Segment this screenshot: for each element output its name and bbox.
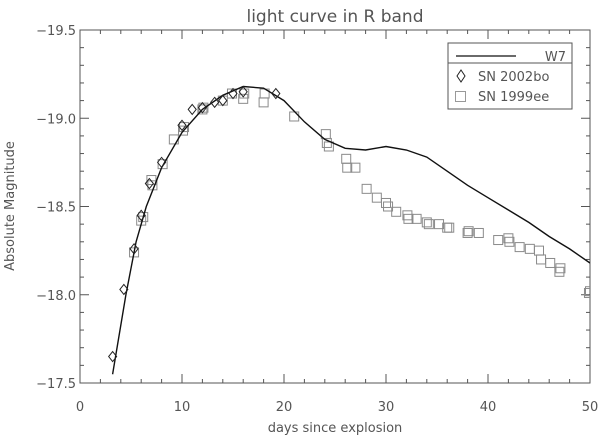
x-tick-label: 10: [174, 400, 191, 415]
sn2002bo-point: [107, 350, 118, 363]
sn1999ee-point: [585, 286, 590, 297]
sn1999ee-point: [534, 245, 544, 256]
sn1999ee-point: [434, 219, 445, 230]
sn1999ee-point: [239, 88, 250, 99]
legend-sn2002bo-label: SN 2002bo: [478, 70, 549, 85]
sn1999ee-point: [197, 104, 208, 115]
sn2002bo-point: [177, 119, 187, 132]
sn2002bo-point: [187, 103, 197, 116]
chart-title: light curve in R band: [246, 7, 423, 27]
x-tick-label: 50: [582, 400, 599, 415]
sn2002bo-point: [144, 177, 155, 190]
sn1999ee-point: [411, 213, 422, 224]
x-tick-label: 40: [480, 400, 497, 415]
x-axis-label: days since explosion: [268, 421, 403, 436]
y-tick-label: −17.5: [36, 377, 76, 392]
sn1999ee-point: [129, 247, 140, 258]
sn1999ee-point: [258, 97, 269, 108]
legend-w7-label: W7: [545, 50, 566, 65]
sn2002bo-point: [119, 283, 129, 296]
series-layer: [107, 85, 600, 375]
sn1999ee-point: [157, 159, 168, 170]
sn2002bo-point: [136, 209, 146, 222]
sn1999ee-point: [463, 226, 474, 237]
sn1999ee-point: [289, 111, 300, 122]
legend: W7 SN 2002bo SN 1999ee: [447, 42, 573, 110]
axis-ticks: [79, 29, 591, 384]
sn2002bo-point: [209, 96, 220, 109]
sn2002bo-point: [129, 243, 139, 255]
w7-model-line: [111, 85, 590, 375]
x-tick-label: 0: [76, 400, 84, 415]
sn1999ee-point: [371, 192, 382, 203]
y-tick-label: −19.5: [36, 24, 76, 39]
sn2002bo-point: [156, 156, 167, 169]
legend-sn2002bo-diamond-icon: [456, 69, 466, 83]
sn1999ee-point: [383, 201, 394, 212]
sn1999ee-point: [238, 93, 249, 104]
sn1999ee-point: [596, 299, 600, 308]
sn1999ee-point: [504, 236, 515, 247]
sn1999ee-point: [493, 235, 504, 246]
y-axis-label: Absolute Magnitude: [3, 141, 18, 271]
sn1999ee-point: [514, 242, 525, 253]
sn2002bo-point: [218, 94, 228, 107]
y-tick-label: −18.0: [36, 289, 76, 304]
sn2002bo-point: [197, 101, 208, 114]
sn1999ee-point: [462, 227, 473, 238]
sn1999ee-point: [341, 153, 352, 164]
axis-tick-labels: 0 10 20 30 40 50 −19.5 −19.0 −18.5 −18.0 −17.5: [36, 24, 598, 415]
sn1999ee-point: [350, 162, 361, 173]
sn1999ee-point: [583, 287, 590, 298]
sn1999ee-point: [545, 257, 556, 268]
sn1999ee-point: [442, 222, 453, 233]
sn1999ee-point: [555, 263, 566, 274]
sn1999ee-point: [444, 222, 455, 233]
legend-box-markers: [447, 62, 573, 110]
sn1999ee-point: [524, 243, 535, 254]
x-tick-label: 30: [378, 400, 395, 415]
sn1999ee-point: [323, 141, 334, 152]
sn1999ee-point: [473, 227, 484, 238]
sn1999ee-point: [423, 219, 434, 230]
sn1999ee-point: [342, 162, 353, 173]
y-tick-label: −18.5: [36, 201, 76, 216]
sn1999ee-point: [403, 213, 414, 224]
sn1999ee-point: [381, 197, 391, 208]
sn1999ee-point: [361, 183, 372, 194]
y-tick-label: −19.0: [36, 112, 76, 127]
sn2002bo-point: [228, 87, 238, 100]
sn1999ee-point: [146, 175, 157, 186]
sn2002bo-point: [271, 87, 281, 100]
sn1999ee-point: [168, 134, 179, 145]
sn1999ee-point: [554, 266, 565, 277]
sn1999ee-point: [178, 125, 189, 136]
legend-sn1999ee-label: SN 1999ee: [478, 90, 549, 105]
sn1999ee-point: [536, 254, 547, 265]
legend-sn1999ee-square-icon: [455, 91, 466, 102]
sn1999ee-point: [391, 206, 402, 217]
sn2002bo-point: [238, 85, 248, 98]
sn1999ee-point: [421, 217, 432, 228]
x-tick-label: 20: [276, 400, 293, 415]
sn1999ee-point: [503, 233, 514, 244]
